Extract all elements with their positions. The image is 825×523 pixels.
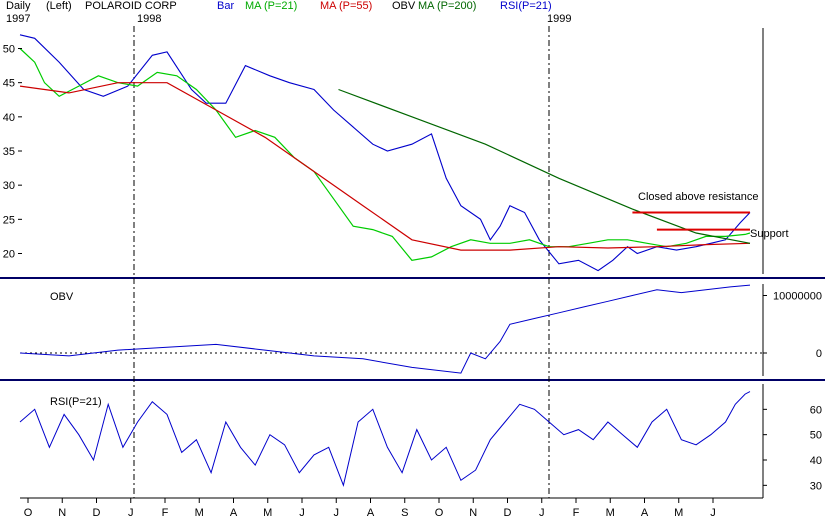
price-axis-ticks: 20 25 30 35 40 45 50 (3, 44, 22, 261)
chart-title: POLAROID CORP (85, 0, 177, 12)
rsi-panel-label: RSI(P=21) (50, 396, 102, 408)
obv-tick-label: 0 (816, 348, 822, 360)
month-tick-label: M (263, 507, 272, 519)
rsi-tick-label: 30 (810, 480, 822, 492)
rsi-tick-label: 40 (810, 455, 822, 467)
month-tick-label: A (641, 507, 649, 519)
month-tick-label: J (539, 507, 545, 519)
rsi-tick-label: 50 (810, 430, 822, 442)
obv-tick-label: 10000000 (773, 291, 822, 303)
period-label: Daily (6, 0, 31, 12)
support-annotation: Support (750, 228, 789, 240)
price-tick-label: 25 (3, 214, 15, 226)
price-tick-label: 30 (3, 180, 15, 192)
price-tick-label: 50 (3, 44, 15, 56)
month-tick-label: J (299, 507, 305, 519)
ma200-line (338, 88, 751, 244)
obv-axis-ticks: 0 10000000 (763, 291, 822, 360)
month-tick-label: M (674, 507, 683, 519)
price-tick-label: 40 (3, 112, 15, 124)
price-tick-label: 35 (3, 146, 15, 158)
month-tick-label: O (435, 507, 444, 519)
month-tick-label: J (334, 507, 340, 519)
legend-ma21: MA (P=21) (245, 0, 297, 12)
month-tick-label: J (128, 507, 134, 519)
legend-ma200: MA (P=200) (418, 0, 476, 12)
ma21-line (19, 48, 751, 261)
month-tick-label: A (367, 507, 375, 519)
month-tick-label: M (195, 507, 204, 519)
price-bars (19, 34, 751, 272)
legend-rsi: RSI(P=21) (500, 0, 552, 12)
month-tick-label: D (93, 507, 101, 519)
month-tick-label: O (24, 507, 33, 519)
month-tick-label: F (573, 507, 580, 519)
month-tick-label: N (469, 507, 477, 519)
month-tick-label: S (401, 507, 408, 519)
ma55-line (19, 82, 751, 251)
year-label-1997: 1997 (6, 13, 30, 25)
obv-panel-label: OBV (50, 291, 74, 303)
obv-line (19, 284, 751, 374)
year-label-1999: 1999 (547, 13, 571, 25)
rsi-line (19, 391, 751, 487)
month-tick-label: D (504, 507, 512, 519)
legend-bar: Bar (217, 0, 234, 12)
year-label-1998: 1998 (137, 13, 161, 25)
axis-side-label: (Left) (46, 0, 72, 12)
month-tick-label: F (162, 507, 169, 519)
rsi-tick-label: 60 (810, 404, 822, 416)
legend-obv: OBV (392, 0, 416, 12)
price-tick-label: 20 (3, 249, 15, 261)
month-tick-label: N (58, 507, 66, 519)
month-tick-label: M (606, 507, 615, 519)
rsi-axis-ticks: 30 40 50 60 (763, 404, 822, 492)
resistance-annotation: Closed above resistance (638, 191, 758, 203)
month-tick-label: A (230, 507, 238, 519)
legend-ma55: MA (P=55) (320, 0, 372, 12)
month-tick-label: J (710, 507, 716, 519)
price-tick-label: 45 (3, 78, 15, 90)
